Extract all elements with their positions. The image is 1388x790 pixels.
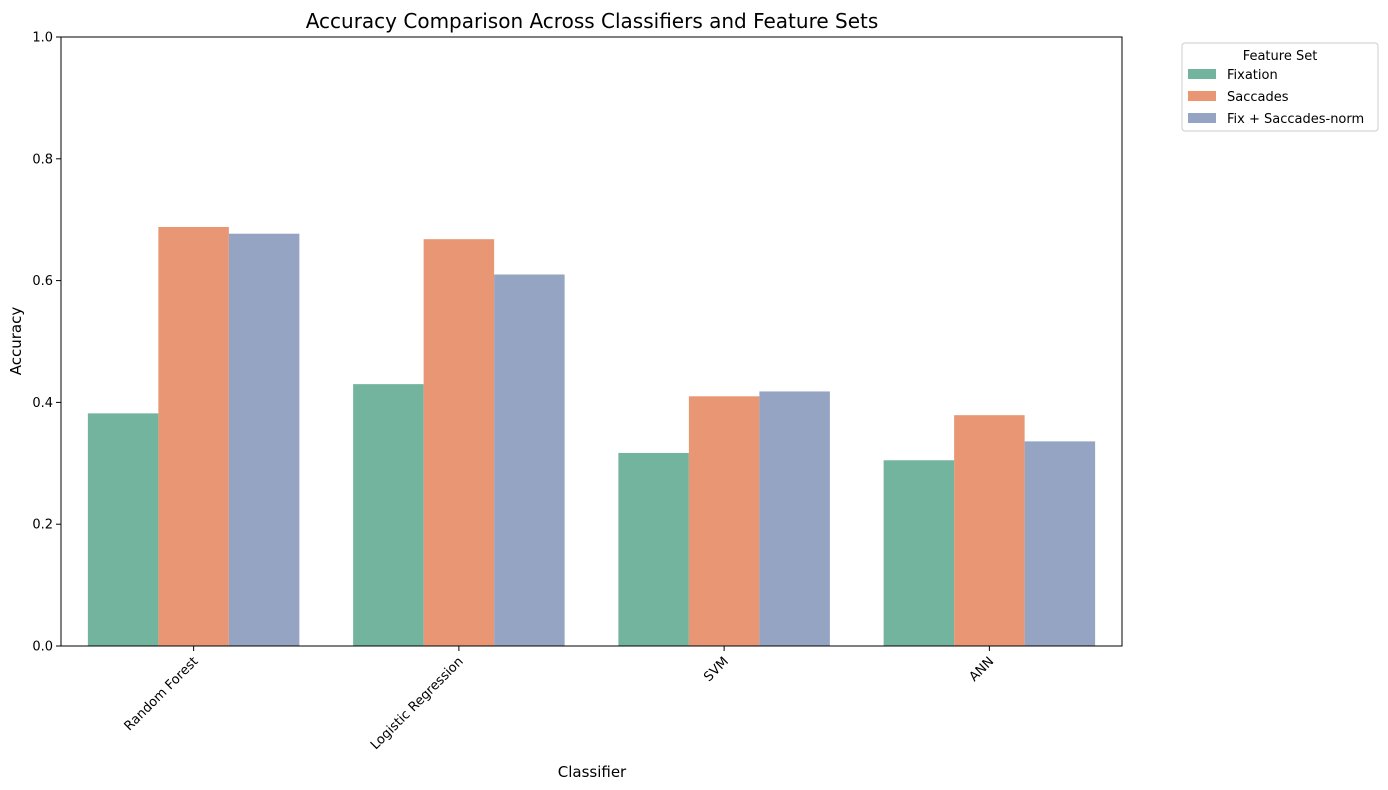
x-axis: Random Forest Logistic Regression SVM ANN [122, 646, 998, 753]
y-tick-label: 0.6 [32, 274, 53, 289]
plot-frame [60, 36, 1123, 647]
bar-fix-saccades-norm-logistic-regression [494, 274, 565, 646]
legend-swatch [1188, 69, 1216, 79]
y-tick-label: 0.0 [32, 640, 53, 655]
bar-saccades-random-forest [158, 227, 229, 646]
legend: Feature Set Fixation Saccades Fix + Saccad… [1181, 42, 1379, 132]
legend-label: Fix + Saccades-norm [1227, 112, 1364, 127]
bar-fixation-ann [883, 460, 955, 646]
x-axis-title: Classifier [558, 763, 627, 781]
x-tick-label: Random Forest [122, 654, 202, 734]
bar-fixation-svm [618, 452, 689, 646]
legend-label: Fixation [1227, 68, 1278, 83]
chart-title: Accuracy Comparison Across Classifiers a… [306, 9, 879, 33]
legend-frame [1181, 42, 1379, 132]
y-axis: 0.0 0.2 0.4 0.6 0.8 1.0 [32, 31, 61, 655]
bar-fix-saccades-norm-random-forest [228, 233, 300, 646]
y-axis-title: Accuracy [7, 307, 25, 376]
bar-saccades-ann [954, 415, 1025, 646]
x-tick-label: SVM [701, 654, 732, 685]
y-tick-label: 0.4 [32, 396, 53, 411]
y-tick-label: 0.2 [32, 518, 53, 533]
bar-saccades-svm [688, 396, 760, 646]
x-tick-label: Logistic Regression [368, 654, 467, 753]
legend-swatch [1188, 113, 1216, 123]
x-tick-label: ANN [967, 654, 998, 685]
bars-group [87, 227, 1096, 647]
bar-fixation-random-forest [87, 413, 159, 646]
y-tick-label: 0.8 [32, 152, 53, 167]
legend-swatch [1188, 91, 1216, 101]
bar-saccades-logistic-regression [423, 239, 495, 647]
bar-fix-saccades-norm-svm [759, 391, 830, 646]
y-tick-label: 1.0 [32, 31, 53, 46]
legend-label: Saccades [1227, 90, 1289, 105]
bar-fix-saccades-norm-ann [1024, 441, 1096, 646]
bar-fixation-logistic-regression [353, 384, 424, 646]
legend-title: Feature Set [1243, 49, 1318, 64]
